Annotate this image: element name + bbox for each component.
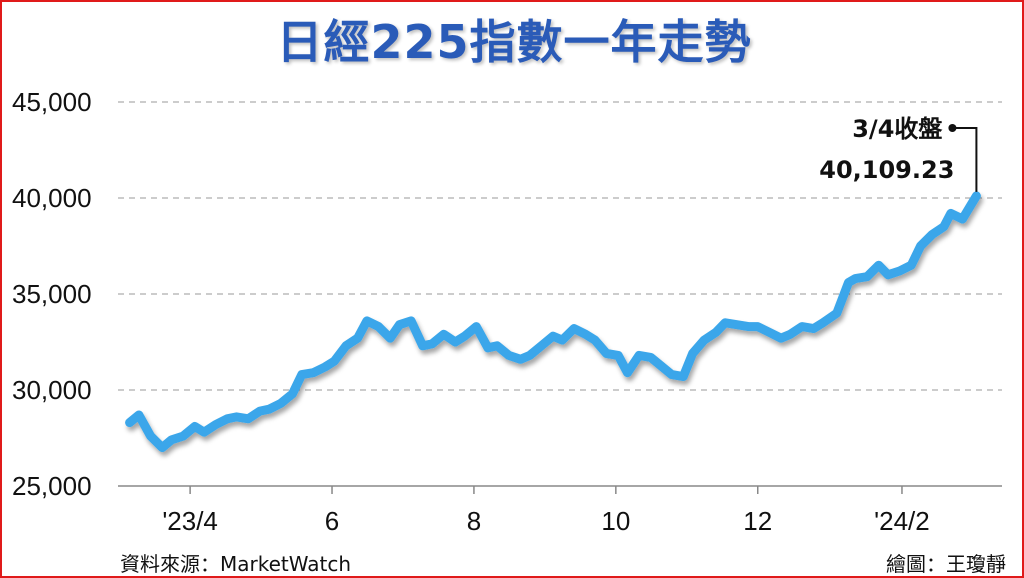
- x-tick-label: '23/4: [162, 506, 218, 536]
- y-tick-label: 40,000: [12, 183, 92, 213]
- axes: 25,000 30,000 35,000 40,000 45,000 '23/4 6 8 10 1…: [12, 87, 930, 536]
- x-tick-label: 10: [601, 506, 630, 536]
- annotation-label-date: 3/4收盤: [852, 115, 943, 143]
- source-note: 資料來源：MarketWatch: [120, 552, 352, 576]
- chart-title: 日經225指數一年走勢: [276, 15, 752, 69]
- annotation-layer: 3/4收盤 40,109.23: [819, 115, 978, 192]
- y-tick-label: 35,000: [12, 279, 92, 309]
- y-tick-label: 30,000: [12, 375, 92, 405]
- y-tick-label: 25,000: [12, 471, 92, 501]
- annotation-label-value: 40,109.23: [819, 156, 954, 184]
- series-layer: [125, 191, 981, 453]
- series-line-0: [125, 191, 981, 453]
- annotation-leader-line: [952, 127, 978, 192]
- x-tick-label: 8: [467, 506, 481, 536]
- credit-note: 繪圖：王瓊靜: [886, 552, 1006, 576]
- x-tick-label: 12: [743, 506, 772, 536]
- gridlines: [118, 101, 1002, 487]
- y-tick-label: 45,000: [12, 87, 92, 117]
- x-tick-label: 6: [325, 506, 339, 536]
- x-tick-label: '24/2: [874, 506, 930, 536]
- annotation-dot: [948, 124, 957, 132]
